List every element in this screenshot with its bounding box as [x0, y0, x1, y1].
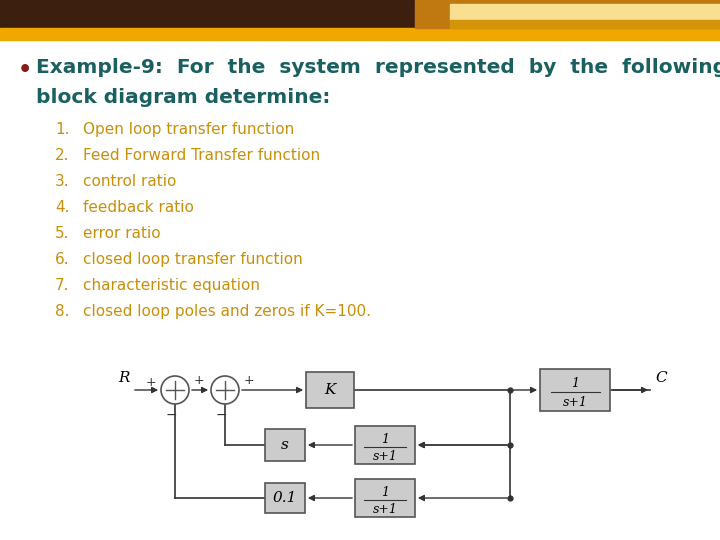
Text: 3.: 3.: [55, 174, 70, 189]
Text: Feed Forward Transfer function: Feed Forward Transfer function: [83, 148, 320, 163]
Bar: [415, 0, 720, 28]
Bar: [265, 483, 305, 513]
Bar: [306, 372, 354, 408]
Text: error ratio: error ratio: [83, 226, 161, 241]
Text: +: +: [244, 374, 255, 387]
Text: s+1: s+1: [562, 396, 588, 409]
Bar: [0, 28, 720, 40]
Text: 6.: 6.: [55, 252, 70, 267]
Text: 1: 1: [571, 377, 579, 390]
Bar: [450, 4, 720, 20]
Bar: [355, 426, 415, 464]
Text: feedback ratio: feedback ratio: [83, 200, 194, 215]
Text: +: +: [194, 374, 204, 387]
Text: control ratio: control ratio: [83, 174, 176, 189]
Bar: [0, 0, 720, 28]
Circle shape: [161, 376, 189, 404]
Text: −: −: [165, 408, 177, 422]
Text: Open loop transfer function: Open loop transfer function: [83, 122, 294, 137]
Text: s+1: s+1: [372, 450, 397, 463]
Text: 7.: 7.: [55, 278, 70, 293]
Bar: [450, 20, 720, 28]
Text: block diagram determine:: block diagram determine:: [36, 88, 330, 107]
Text: Example-9:  For  the  system  represented  by  the  following: Example-9: For the system represented by…: [36, 58, 720, 77]
Text: −: −: [215, 408, 227, 422]
Text: closed loop poles and zeros if K=100.: closed loop poles and zeros if K=100.: [83, 304, 371, 319]
Text: R: R: [118, 371, 130, 385]
Text: K: K: [324, 383, 336, 397]
Text: 1.: 1.: [55, 122, 70, 137]
Circle shape: [211, 376, 239, 404]
Bar: [265, 429, 305, 461]
Text: 1: 1: [381, 433, 389, 446]
Text: 1: 1: [381, 486, 389, 499]
Text: 5.: 5.: [55, 226, 70, 241]
Text: •: •: [18, 60, 32, 80]
Text: s+1: s+1: [372, 503, 397, 516]
Text: 4.: 4.: [55, 200, 70, 215]
Text: C: C: [655, 371, 667, 385]
Text: s: s: [281, 438, 289, 452]
Text: closed loop transfer function: closed loop transfer function: [83, 252, 302, 267]
Bar: [540, 369, 610, 411]
Text: 2.: 2.: [55, 148, 70, 163]
Text: 8.: 8.: [55, 304, 70, 319]
Text: 0.1: 0.1: [273, 491, 297, 505]
Text: +: +: [145, 375, 156, 388]
Text: characteristic equation: characteristic equation: [83, 278, 260, 293]
Bar: [355, 479, 415, 517]
